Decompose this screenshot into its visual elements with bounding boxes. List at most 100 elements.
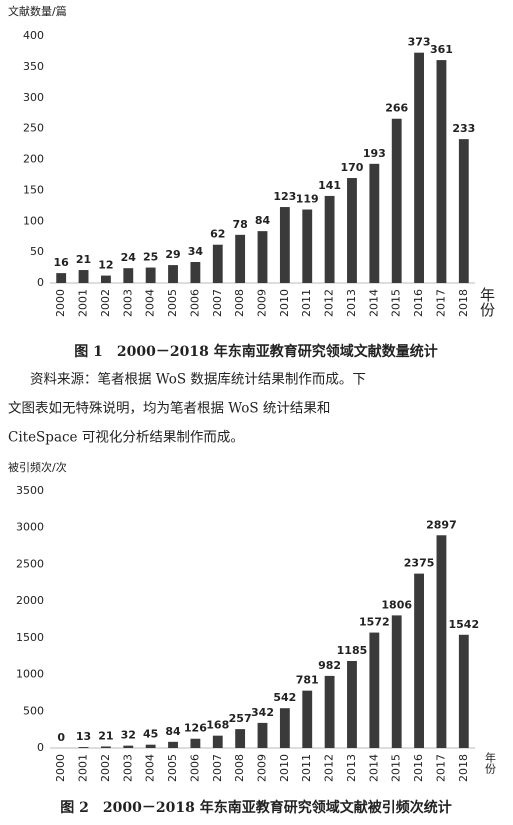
bar xyxy=(101,746,111,748)
y-axis-label: 被引频次/次 xyxy=(8,460,67,474)
x-tick-label: 2001 xyxy=(77,289,90,317)
x-tick-label: 2015 xyxy=(390,289,403,317)
x-tick-label: 2003 xyxy=(121,289,134,317)
x-tick-label: 2015 xyxy=(390,754,403,782)
value-label: 193 xyxy=(363,147,386,160)
x-tick-label: 2013 xyxy=(345,289,358,317)
bar xyxy=(436,535,447,748)
x-tick-label: 2016 xyxy=(412,754,425,782)
y-tick-label: 1500 xyxy=(16,631,44,644)
x-tick-label: 2010 xyxy=(278,754,291,782)
value-label: 982 xyxy=(318,659,341,672)
bar xyxy=(212,735,223,748)
x-tick-label: 2007 xyxy=(211,754,224,782)
bar xyxy=(168,741,178,748)
x-tick-label: 2017 xyxy=(434,754,447,782)
bar xyxy=(458,139,469,283)
x-tick-label: 2000 xyxy=(54,289,67,317)
paragraph-line: 文图表如无特殊说明，均为笔者根据 WoS 统计结果和 xyxy=(8,401,330,417)
bar xyxy=(302,690,313,748)
x-tick-label: 2018 xyxy=(457,289,470,317)
x-tick-label: 2011 xyxy=(300,289,313,317)
bar xyxy=(78,747,89,748)
y-tick-label: 3500 xyxy=(16,484,44,497)
value-label: 266 xyxy=(385,102,408,115)
bar xyxy=(279,207,290,283)
x-tick-label: 2004 xyxy=(144,754,157,782)
paragraph-line: 资料来源：笔者根据 WoS 数据库统计结果制作而成。下 xyxy=(30,372,366,388)
value-label: 0 xyxy=(57,731,65,744)
value-label: 1572 xyxy=(359,616,390,629)
x-tick-label: 2005 xyxy=(166,754,179,782)
value-label: 781 xyxy=(296,674,319,687)
value-label: 257 xyxy=(229,712,252,725)
bar xyxy=(436,60,447,283)
value-label: 126 xyxy=(184,722,207,735)
value-label: 233 xyxy=(452,122,475,135)
value-label: 78 xyxy=(232,218,247,231)
x-tick-label: 2017 xyxy=(434,289,447,317)
x-tick-label: 2008 xyxy=(233,289,246,317)
bar xyxy=(347,660,357,748)
bar xyxy=(123,268,134,283)
value-label: 342 xyxy=(251,706,274,719)
bar xyxy=(257,231,268,283)
x-tick-label: 2005 xyxy=(166,289,179,317)
x-tick-label: 2004 xyxy=(144,289,157,317)
bar xyxy=(56,273,67,283)
x-tick-label: 2010 xyxy=(278,289,291,317)
value-label: 373 xyxy=(408,36,431,49)
y-tick-label: 1000 xyxy=(16,668,44,681)
y-tick-label: 500 xyxy=(23,704,44,717)
x-tick-label: 2000 xyxy=(54,754,67,782)
bar xyxy=(324,675,335,748)
bar xyxy=(145,744,156,748)
x-tick-label: 2011 xyxy=(300,754,313,782)
value-label: 32 xyxy=(121,729,136,742)
y-tick-label: 3000 xyxy=(16,521,44,534)
bar xyxy=(414,573,424,748)
value-label: 62 xyxy=(210,228,225,241)
figure-caption: 图 2 2000－2018 年东南亚教育研究领域文献被引频次统计 xyxy=(60,799,451,816)
y-tick-label: 150 xyxy=(23,183,44,196)
x-axis-label: 年份 xyxy=(478,287,496,318)
bar xyxy=(235,729,246,748)
bar xyxy=(369,163,380,283)
x-tick-label: 2014 xyxy=(367,289,380,317)
y-tick-label: 400 xyxy=(23,29,44,42)
bar xyxy=(458,634,469,748)
bar xyxy=(391,118,402,284)
y-tick-label: 50 xyxy=(30,245,44,258)
value-label: 34 xyxy=(188,245,204,258)
bar xyxy=(302,209,313,283)
bar xyxy=(168,265,178,283)
value-label: 2897 xyxy=(426,518,457,531)
x-tick-label: 2013 xyxy=(345,754,358,782)
bar xyxy=(391,615,402,748)
value-label: 141 xyxy=(318,179,341,192)
x-tick-label: 2009 xyxy=(256,754,269,782)
value-label: 84 xyxy=(255,214,271,227)
paragraph-line: CiteSpace 可视化分析结果制作而成。 xyxy=(8,430,244,446)
value-label: 170 xyxy=(340,161,363,174)
value-label: 13 xyxy=(76,730,91,743)
bar xyxy=(257,722,268,748)
y-axis-label: 文献数量/篇 xyxy=(8,4,67,18)
x-tick-label: 2001 xyxy=(77,754,90,782)
value-label: 24 xyxy=(121,251,137,264)
value-label: 1185 xyxy=(337,644,368,657)
y-tick-label: 200 xyxy=(23,153,44,166)
y-tick-label: 250 xyxy=(23,122,44,135)
x-tick-label: 2016 xyxy=(412,289,425,317)
bar xyxy=(101,275,111,283)
bar xyxy=(212,244,223,283)
x-tick-label: 2014 xyxy=(367,754,380,782)
value-label: 16 xyxy=(54,256,70,269)
x-tick-label: 2008 xyxy=(233,754,246,782)
value-label: 168 xyxy=(206,719,229,732)
x-tick-label: 2006 xyxy=(188,289,201,317)
x-tick-label: 2007 xyxy=(211,289,224,317)
value-label: 542 xyxy=(273,691,296,704)
x-tick-label: 2006 xyxy=(188,754,201,782)
